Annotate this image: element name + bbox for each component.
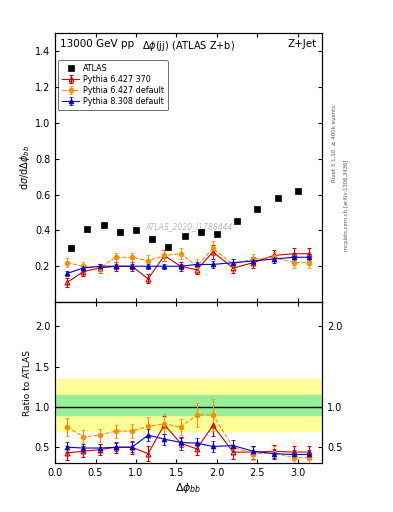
ATLAS [296, 188, 300, 194]
Text: $\Delta\phi$(jj) (ATLAS Z+b): $\Delta\phi$(jj) (ATLAS Z+b) [142, 39, 235, 53]
ATLAS [166, 243, 171, 249]
Text: Z+Jet: Z+Jet [288, 39, 317, 49]
ATLAS [275, 195, 280, 201]
ATLAS [182, 232, 187, 239]
ATLAS [118, 229, 122, 236]
ATLAS [69, 245, 73, 251]
X-axis label: $\Delta\phi_{bb}$: $\Delta\phi_{bb}$ [175, 481, 202, 495]
Text: Rivet 3.1.10, ≥ 400k events: Rivet 3.1.10, ≥ 400k events [332, 105, 337, 182]
ATLAS [198, 229, 203, 236]
ATLAS [134, 227, 138, 233]
Bar [55, 379, 322, 431]
Line: ATLAS: ATLAS [68, 188, 301, 251]
Legend: ATLAS, Pythia 6.427 370, Pythia 6.427 default, Pythia 8.308 default: ATLAS, Pythia 6.427 370, Pythia 6.427 de… [58, 60, 168, 110]
Text: mcplots.cern.ch [arXiv:1306.3436]: mcplots.cern.ch [arXiv:1306.3436] [344, 159, 349, 250]
Text: 13000 GeV pp: 13000 GeV pp [61, 39, 134, 49]
ATLAS [150, 237, 154, 243]
ATLAS [101, 222, 106, 228]
Text: ATLAS_2020_I1788444: ATLAS_2020_I1788444 [145, 222, 232, 231]
ATLAS [255, 206, 260, 212]
ATLAS [215, 231, 219, 237]
ATLAS [235, 218, 240, 224]
Y-axis label: d$\sigma$/d$\Delta\phi_{bb}$: d$\sigma$/d$\Delta\phi_{bb}$ [18, 145, 32, 190]
Y-axis label: Ratio to ATLAS: Ratio to ATLAS [23, 350, 32, 416]
Bar [55, 395, 322, 415]
ATLAS [85, 225, 90, 231]
